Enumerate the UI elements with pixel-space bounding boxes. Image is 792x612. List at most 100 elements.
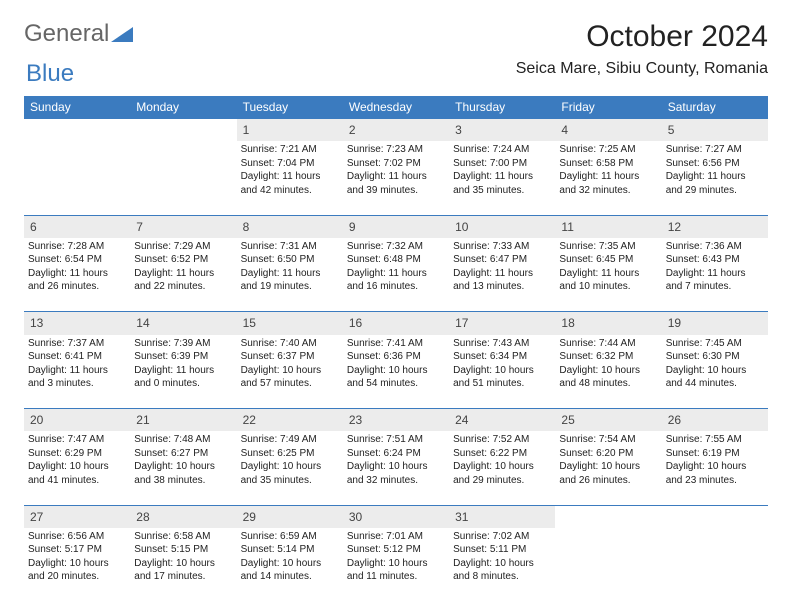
day-details: Sunrise: 7:43 AMSunset: 6:34 PMDaylight:… (449, 335, 555, 409)
daylight-line: Daylight: 10 hours and 11 minutes. (347, 557, 445, 584)
sunset-line: Sunset: 7:00 PM (453, 157, 551, 171)
sunrise-line: Sunrise: 7:55 AM (666, 433, 764, 447)
daynum-row: 20212223242526 (24, 409, 768, 432)
day-number: 26 (662, 409, 768, 432)
sunrise-line: Sunrise: 7:47 AM (28, 433, 126, 447)
sunset-line: Sunset: 6:32 PM (559, 350, 657, 364)
daylight-line: Daylight: 10 hours and 54 minutes. (347, 364, 445, 391)
sunrise-line: Sunrise: 6:56 AM (28, 530, 126, 544)
sunrise-line: Sunrise: 7:40 AM (241, 337, 339, 351)
daynum-row: 12345 (24, 119, 768, 142)
daylight-line: Daylight: 11 hours and 0 minutes. (134, 364, 232, 391)
day-number: 6 (24, 215, 130, 238)
day-details: Sunrise: 7:40 AMSunset: 6:37 PMDaylight:… (237, 335, 343, 409)
day-number (662, 505, 768, 528)
location: Seica Mare, Sibiu County, Romania (516, 60, 768, 78)
day-number: 14 (130, 312, 236, 335)
day-details: Sunrise: 7:52 AMSunset: 6:22 PMDaylight:… (449, 431, 555, 505)
sunset-line: Sunset: 5:12 PM (347, 543, 445, 557)
day-header: Tuesday (237, 96, 343, 119)
day-number: 5 (662, 119, 768, 142)
day-number: 12 (662, 215, 768, 238)
sunset-line: Sunset: 7:02 PM (347, 157, 445, 171)
logo: General (24, 20, 135, 48)
daylight-line: Daylight: 10 hours and 8 minutes. (453, 557, 551, 584)
daylight-line: Daylight: 10 hours and 14 minutes. (241, 557, 339, 584)
day-details: Sunrise: 6:56 AMSunset: 5:17 PMDaylight:… (24, 528, 130, 602)
sunrise-line: Sunrise: 7:49 AM (241, 433, 339, 447)
sunrise-line: Sunrise: 7:24 AM (453, 143, 551, 157)
day-details: Sunrise: 7:45 AMSunset: 6:30 PMDaylight:… (662, 335, 768, 409)
day-details: Sunrise: 7:25 AMSunset: 6:58 PMDaylight:… (555, 141, 661, 215)
day-number: 13 (24, 312, 130, 335)
day-number (130, 119, 236, 142)
day-header: Thursday (449, 96, 555, 119)
day-details: Sunrise: 7:29 AMSunset: 6:52 PMDaylight:… (130, 238, 236, 312)
daylight-line: Daylight: 10 hours and 29 minutes. (453, 460, 551, 487)
sunset-line: Sunset: 5:14 PM (241, 543, 339, 557)
day-header-row: SundayMondayTuesdayWednesdayThursdayFrid… (24, 96, 768, 119)
sunset-line: Sunset: 6:45 PM (559, 253, 657, 267)
day-number: 31 (449, 505, 555, 528)
sunrise-line: Sunrise: 7:31 AM (241, 240, 339, 254)
details-row: Sunrise: 7:47 AMSunset: 6:29 PM Daylight:… (24, 431, 768, 505)
day-header: Friday (555, 96, 661, 119)
day-number: 9 (343, 215, 449, 238)
sunrise-line: Sunrise: 7:32 AM (347, 240, 445, 254)
sunset-line: Sunset: 6:52 PM (134, 253, 232, 267)
day-number: 22 (237, 409, 343, 432)
sunrise-line: Sunrise: 7:01 AM (347, 530, 445, 544)
sunrise-line: Sunrise: 7:21 AM (241, 143, 339, 157)
daylight-line: Daylight: 11 hours and 35 minutes. (453, 170, 551, 197)
sunset-line: Sunset: 6:20 PM (559, 447, 657, 461)
sunrise-line: Sunrise: 6:59 AM (241, 530, 339, 544)
day-details (555, 528, 661, 602)
day-header: Saturday (662, 96, 768, 119)
sunrise-line: Sunrise: 7:36 AM (666, 240, 764, 254)
sunrise-line: Sunrise: 7:41 AM (347, 337, 445, 351)
day-details: Sunrise: 7:51 AMSunset: 6:24 PMDaylight:… (343, 431, 449, 505)
daylight-line: Daylight: 11 hours and 42 minutes. (241, 170, 339, 197)
sunset-line: Sunset: 6:19 PM (666, 447, 764, 461)
month-title: October 2024 (516, 20, 768, 54)
day-number (555, 505, 661, 528)
day-number: 19 (662, 312, 768, 335)
sunrise-line: Sunrise: 7:54 AM (559, 433, 657, 447)
calendar-table: SundayMondayTuesdayWednesdayThursdayFrid… (24, 96, 768, 602)
daylight-line: Daylight: 11 hours and 22 minutes. (134, 267, 232, 294)
sunset-line: Sunset: 6:30 PM (666, 350, 764, 364)
day-header: Wednesday (343, 96, 449, 119)
sunrise-line: Sunrise: 7:39 AM (134, 337, 232, 351)
sunrise-line: Sunrise: 7:23 AM (347, 143, 445, 157)
day-number: 27 (24, 505, 130, 528)
daylight-line: Daylight: 11 hours and 26 minutes. (28, 267, 126, 294)
sunset-line: Sunset: 6:43 PM (666, 253, 764, 267)
sunrise-line: Sunrise: 7:35 AM (559, 240, 657, 254)
sunrise-line: Sunrise: 6:58 AM (134, 530, 232, 544)
sunrise-line: Sunrise: 7:02 AM (453, 530, 551, 544)
day-number: 10 (449, 215, 555, 238)
day-details (24, 141, 130, 215)
sunset-line: Sunset: 6:47 PM (453, 253, 551, 267)
sunset-line: Sunset: 6:25 PM (241, 447, 339, 461)
sunset-line: Sunset: 6:29 PM (28, 447, 126, 461)
day-details: Sunrise: 7:28 AMSunset: 6:54 PMDaylight:… (24, 238, 130, 312)
details-row: Sunrise: 7:37 AMSunset: 6:41 PMDaylight:… (24, 335, 768, 409)
day-details (130, 141, 236, 215)
sunset-line: Sunset: 6:56 PM (666, 157, 764, 171)
day-details: Sunrise: 7:55 AMSunset: 6:19 PMDaylight:… (662, 431, 768, 505)
day-number: 3 (449, 119, 555, 142)
daylight-line: Daylight: 10 hours and 35 minutes. (241, 460, 339, 487)
daylight-line: Daylight: 11 hours and 39 minutes. (347, 170, 445, 197)
day-number: 23 (343, 409, 449, 432)
day-number: 16 (343, 312, 449, 335)
daylight-line: Daylight: 10 hours and 51 minutes. (453, 364, 551, 391)
sunset-line: Sunset: 6:50 PM (241, 253, 339, 267)
day-number: 21 (130, 409, 236, 432)
day-number: 2 (343, 119, 449, 142)
sunset-line: Sunset: 6:48 PM (347, 253, 445, 267)
daynum-row: 6789101112 (24, 215, 768, 238)
sunset-line: Sunset: 5:17 PM (28, 543, 126, 557)
day-details: Sunrise: 7:35 AMSunset: 6:45 PMDaylight:… (555, 238, 661, 312)
details-row: Sunrise: 6:56 AMSunset: 5:17 PM Daylight:… (24, 528, 768, 602)
